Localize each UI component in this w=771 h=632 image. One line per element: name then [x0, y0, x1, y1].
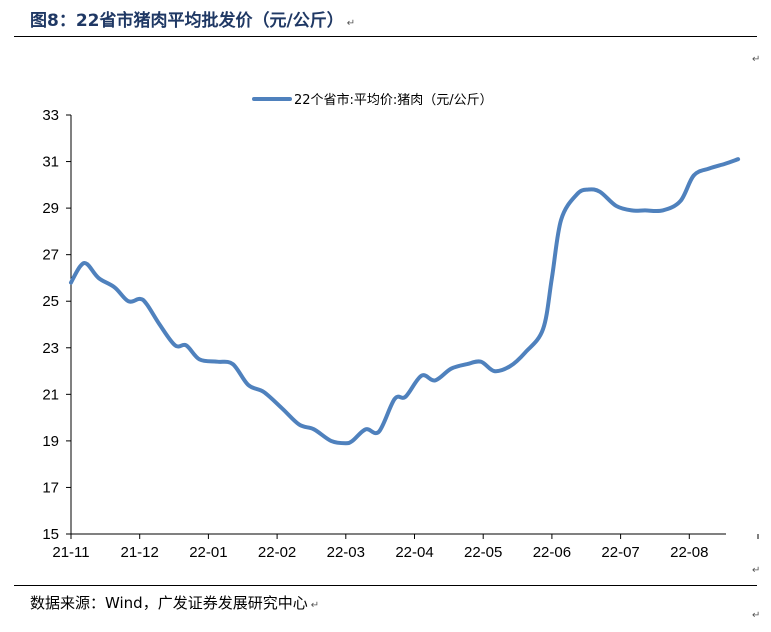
return-mark: ↵ [752, 610, 761, 621]
return-mark: ↵ [310, 600, 320, 611]
return-mark: ↵ [346, 18, 356, 29]
figure-title: 图8：22省市猪肉平均批发价（元/公斤） ↵ [30, 11, 356, 31]
y-tick-label: 17 [42, 479, 59, 496]
y-tick-label: 29 [42, 200, 59, 217]
x-tick-label: 22-08 [670, 544, 708, 561]
series-line [69, 157, 741, 446]
y-tick-label: 19 [42, 433, 59, 450]
x-tick-label: 22-07 [601, 544, 639, 561]
y-tick-label: 23 [42, 340, 59, 357]
y-tick-label: 15 [42, 526, 59, 543]
x-tick-label: 22-04 [395, 544, 433, 561]
return-mark: ↵ [752, 565, 761, 576]
return-mark: ↵ [752, 54, 761, 65]
line-chart: 15 17 19 21 23 25 27 29 31 33 21-11 21-12 22-01 22-02… [42, 92, 759, 561]
chart-series [69, 157, 741, 446]
y-tick-label: 33 [42, 107, 59, 124]
x-tick-label: 22-03 [327, 544, 365, 561]
x-tick-label: 22-01 [189, 544, 227, 561]
chart-legend: 22个省市:平均价:猪肉（元/公斤） [252, 92, 493, 108]
footer-rule [14, 585, 757, 586]
x-tick-label: 21-11 [52, 544, 89, 561]
x-tick-label: 21-12 [121, 544, 159, 561]
legend-label: 22个省市:平均价:猪肉（元/公斤） [294, 92, 493, 108]
y-tick-label: 31 [42, 154, 59, 171]
source-note: 数据来源：Wind，广发证券发展研究中心 ↵ [30, 594, 320, 612]
y-tick-label: 25 [42, 293, 59, 310]
x-tick-label: 22-05 [464, 544, 502, 561]
y-tick-label: 27 [42, 247, 59, 264]
y-tick-label: 21 [42, 386, 59, 403]
x-tick-label: 22-06 [533, 544, 571, 561]
title-rule [14, 36, 757, 37]
x-tick-label: 22-02 [258, 544, 296, 561]
chart-axes: 15 17 19 21 23 25 27 29 31 33 21-11 21-12 22-01 22-02… [42, 107, 759, 561]
